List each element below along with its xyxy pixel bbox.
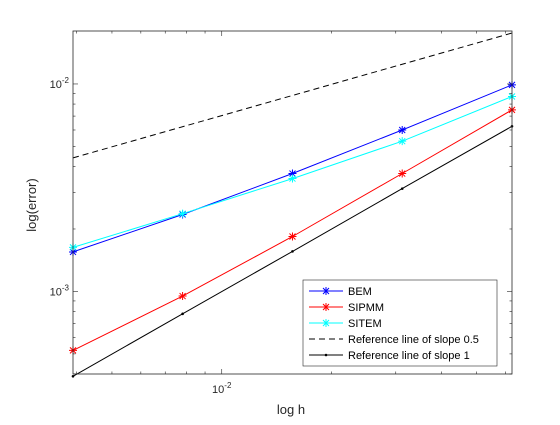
axes-layer: 10-2 10-3 10-2 [50, 30, 513, 396]
series-sipmm-point [288, 232, 297, 241]
series-sitem-point [288, 174, 297, 183]
legend-entry-bem-marker [322, 287, 330, 295]
series-sipmm-point [178, 292, 187, 301]
legend-entry-reference-line-of-slope-0-5-label: Reference line of slope 0.5 [348, 334, 479, 346]
legend-entry-sitem-marker [322, 319, 330, 327]
legend-entry-reference-line-of-slope-1-label: Reference line of slope 1 [348, 350, 470, 362]
y-axis-label: log(error) [24, 178, 39, 231]
series-reference-line-of-slope-1-point [71, 374, 75, 378]
y-tick-label: 10-3 [50, 283, 70, 298]
series-sipmm-point [398, 169, 407, 178]
series-bem-point [398, 125, 407, 134]
series-sitem-point [398, 137, 407, 146]
series-bem-point [288, 169, 297, 178]
y-tick-label: 10-2 [50, 76, 70, 91]
series-reference-line-of-slope-0-5-line [72, 32, 513, 159]
legend-entry-bem-label: BEM [348, 286, 372, 298]
legend-entry-reference-line-of-slope-1-marker [324, 353, 328, 357]
legend: BEM SIPMM SITEM Reference line of slope 0.5… [302, 279, 498, 367]
axes-box [72, 30, 513, 375]
series-reference-line-of-slope-1-point [181, 312, 184, 316]
series-sitem-point [178, 209, 187, 218]
x-tick-label: 10-2 [212, 381, 232, 396]
legend-entry-sitem-label: SITEM [348, 318, 382, 330]
legend-entry-sipmm-marker [322, 303, 330, 311]
series-reference-line-of-slope-1-point [400, 187, 404, 190]
series-reference-line-of-slope-1-point [291, 250, 294, 253]
x-axis-label: log h [277, 402, 305, 417]
legend-entry-sipmm-label: SIPMM [348, 302, 384, 314]
